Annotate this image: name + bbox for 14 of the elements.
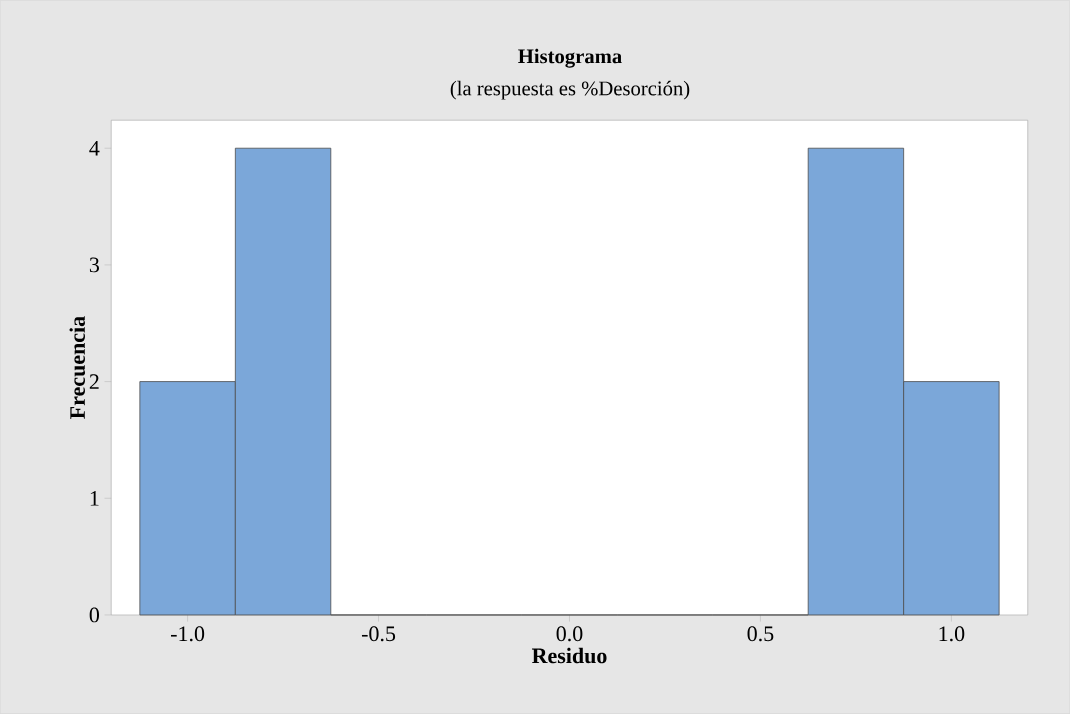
x-axis-title: Residuo (531, 647, 607, 664)
y-tick-label: 0 (89, 607, 100, 623)
y-tick-label: 1 (90, 490, 99, 506)
x-tick-label: 0.5 (747, 626, 774, 642)
x-tick-label: -0.5 (361, 626, 396, 642)
chart-title: Histograma (518, 48, 622, 68)
x-tick-label: 1.0 (939, 626, 965, 642)
x-tick-label: 0.0 (556, 626, 583, 642)
y-axis-title: Frecuencia (69, 316, 86, 419)
y-tick-label: 4 (89, 140, 100, 156)
chart-subtitle: (la respuesta es %Desorción) (450, 80, 690, 100)
y-tick-label: 2 (89, 374, 99, 389)
y-tick-label: 3 (89, 257, 99, 273)
x-tick-label: -1.0 (171, 626, 205, 642)
